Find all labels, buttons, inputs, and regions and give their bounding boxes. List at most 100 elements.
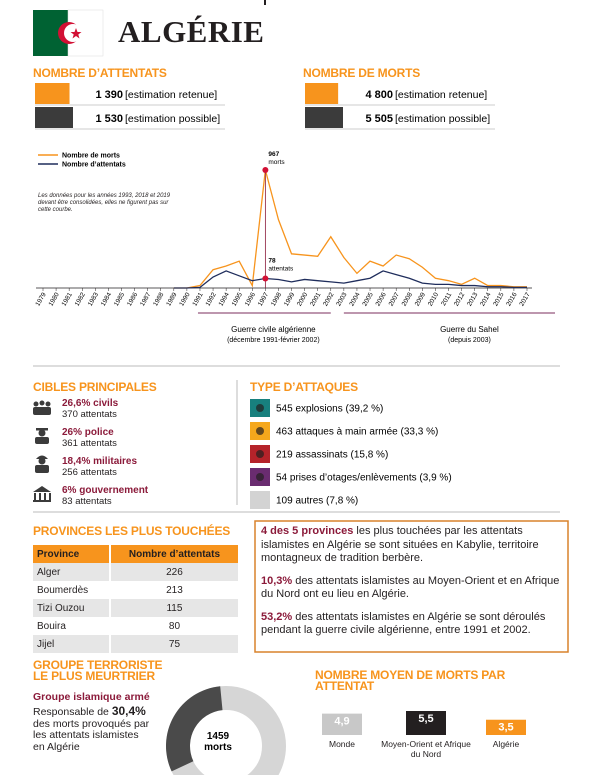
category-label: [estimation retenue] (395, 89, 487, 101)
value-label: 5,5 (418, 713, 433, 725)
group-title: GROUPE TERRORISTE LE PLUS MEURTRIER (33, 658, 163, 683)
icon-police (38, 429, 46, 437)
target-share: 26,6% civils (62, 398, 119, 409)
x-tick-label: 1988 (152, 291, 165, 307)
fact: 10,3% des attentats islamistes au Moyen-… (261, 575, 563, 602)
bar (305, 83, 339, 104)
table-cell: 75 (168, 638, 181, 650)
x-tick-label: 1991 (191, 291, 204, 307)
fact: 4 des 5 provinces les plus touchées par … (261, 525, 563, 566)
category-label: [estimation retenue] (125, 89, 217, 101)
category-label: Algérie (492, 739, 520, 749)
section-title: TYPE D’ATTAQUES (250, 380, 358, 394)
fact-text: des attentats islamistes en Algérie se s… (261, 610, 546, 637)
target-count: 361 attentats (62, 438, 117, 449)
x-tick-label: 1982 (74, 291, 87, 307)
icon-police (36, 428, 48, 431)
table-row: Jijel 75 (33, 635, 238, 653)
bar (35, 107, 73, 128)
group-text-after: des morts provoqués par les attentats is… (33, 717, 150, 753)
target-share: 6% gouvernement (62, 485, 149, 496)
x-tick-label: 2011 (440, 291, 453, 307)
x-tick-label: 2001 (309, 291, 322, 307)
bar (406, 711, 446, 735)
attack-label: 545 explosions (39,2 %) (276, 404, 383, 415)
x-tick-label: 1989 (165, 291, 178, 307)
legend-label: Nombre d’attentats (62, 162, 126, 169)
section-title: NOMBRE DE MORTS (303, 66, 421, 80)
x-tick-label: 2003 (335, 291, 348, 307)
x-tick-label: 1981 (61, 291, 74, 307)
attack-glyph (256, 473, 264, 481)
section-title: PROVINCES LES PLUS TOUCHÉES (33, 524, 231, 538)
x-tick-label: 2016 (505, 291, 518, 307)
target-icons (33, 400, 51, 502)
table-cell: 213 (166, 584, 183, 596)
category-label: Monde (329, 739, 355, 749)
annotation-label: 78 (268, 257, 276, 264)
attack-label: 54 prises d’otages/enlèvements (3,9 %) (276, 473, 452, 484)
group-title-line: LE PLUS MEURTRIER (33, 669, 155, 683)
x-tick-label: 2009 (414, 291, 427, 307)
x-tick-label: 2015 (492, 291, 505, 307)
table-row: Tizi Ouzou 115 (33, 599, 238, 617)
attack-label: 109 autres (7,8 %) (276, 496, 358, 507)
x-tick-label: 1999 (283, 291, 296, 307)
x-tick-label: 2004 (348, 291, 361, 307)
donut-segment (166, 686, 223, 772)
value-label: 4 800 (365, 89, 393, 101)
table-header-row: Province Nombre d’attentats (33, 545, 238, 563)
target-count: 370 attentats (62, 409, 117, 420)
value-label: 1 530 (95, 113, 123, 125)
x-tick-label: 1992 (204, 291, 217, 307)
table-cell: Alger (33, 563, 111, 581)
attack-icon (250, 491, 270, 509)
x-tick-label: 2000 (296, 291, 309, 307)
legend-label: Nombre de morts (62, 153, 120, 160)
flag-star (70, 28, 82, 39)
x-tick-label: 2017 (518, 291, 531, 307)
table-header-cell: Province (33, 545, 111, 563)
annotation-dot (262, 167, 269, 173)
group-share: 30,4% (111, 704, 146, 718)
x-tick-label: 1986 (126, 291, 139, 307)
period-label: (décembre 1991-février 2002) (227, 337, 320, 344)
bar (35, 83, 70, 104)
annotation-dot (262, 275, 269, 282)
icon-militaires (38, 457, 46, 465)
x-tick-label: 2002 (322, 291, 335, 307)
x-tick-label: 1987 (139, 291, 152, 307)
icon-militaires (35, 465, 49, 473)
value-label: 5 505 (365, 113, 393, 125)
table-head: Province Nombre d’attentats (33, 545, 238, 563)
table-cell: Jijel (33, 635, 111, 653)
icon-gouvernement (34, 493, 36, 500)
fact: 53,2% des attentats islamistes en Algéri… (261, 611, 563, 638)
icon-police (35, 437, 49, 444)
group-title-line: GROUPE TERRORISTE (33, 658, 163, 672)
icon-civils (33, 407, 51, 415)
group-text-before: Responsable de (33, 706, 112, 718)
table-header-cell: Nombre d’attentats (128, 548, 221, 560)
period-label: (depuis 2003) (448, 337, 491, 344)
x-tick-label: 2014 (479, 291, 492, 307)
period-label: Guerre civile algérienne (231, 325, 316, 334)
table-cell: 115 (166, 602, 183, 614)
table-cell: 226 (166, 566, 183, 578)
fact-text: les plus touchées par les attentats isla… (261, 525, 539, 564)
chart-note: Les données pour les années 1993, 2018 e… (38, 193, 171, 213)
icon-militaires (36, 455, 48, 459)
x-tick-label: 1990 (178, 291, 191, 307)
category-label: [estimation possible] (395, 113, 490, 125)
table-row: Bouira 80 (33, 617, 238, 635)
x-tick-label: 1983 (87, 291, 100, 307)
fact-text: des attentats islamistes au Moyen-Orient… (261, 574, 560, 601)
facts: 4 des 5 provinces les plus touchées par … (261, 525, 563, 638)
fact-lead: 53,2% (261, 610, 293, 623)
x-tick-label: 2006 (375, 291, 388, 307)
x-tick-label: 2013 (466, 291, 479, 307)
icon-civils (33, 401, 39, 407)
attack-label: 463 attaques à main armée (33,3 %) (276, 427, 438, 438)
x-tick-label: 1998 (270, 291, 283, 307)
